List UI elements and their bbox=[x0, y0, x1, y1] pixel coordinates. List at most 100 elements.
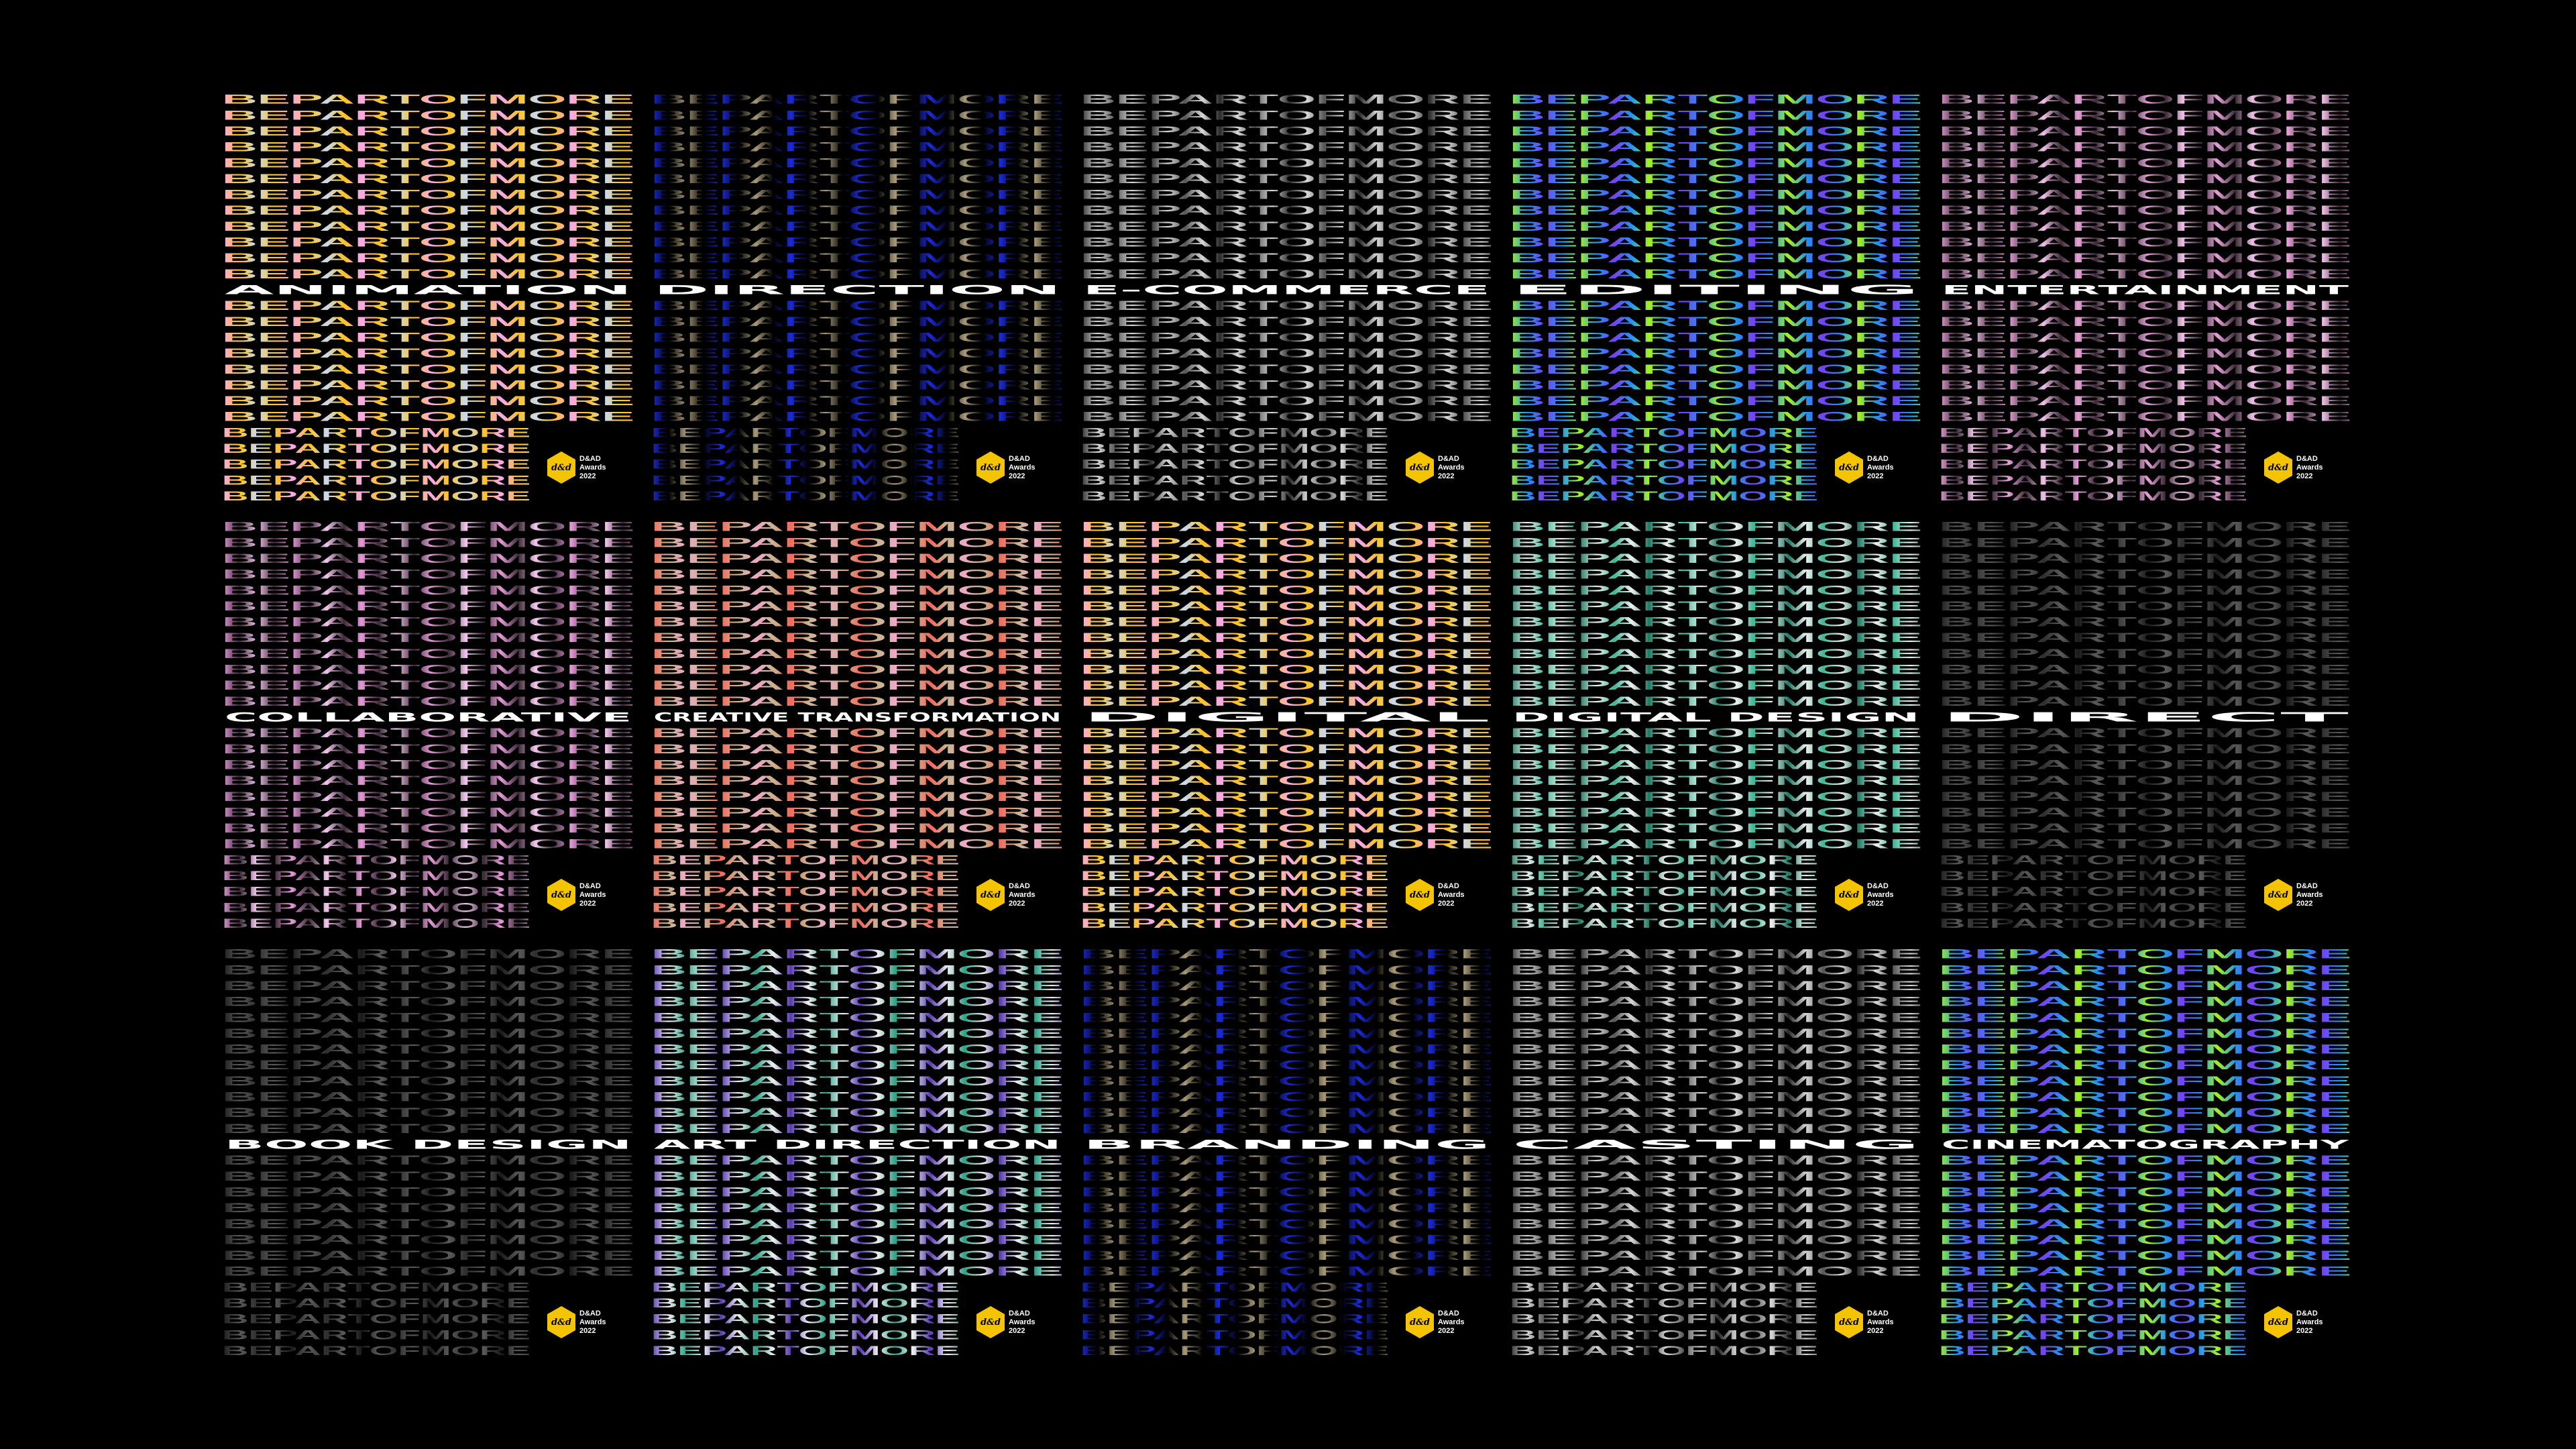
pattern-row: BEPARTOFMORE bbox=[651, 679, 1064, 693]
category-title: ENTERTAINMENT bbox=[1942, 283, 2349, 298]
dandad-logo-icon: d&d bbox=[976, 879, 1005, 911]
pattern-row: BEPARTOFMORE bbox=[651, 616, 1064, 630]
category-title: ART DIRECTION bbox=[654, 1138, 1061, 1152]
pattern-row: BEPARTOFMORE bbox=[222, 822, 634, 836]
pattern-row: BEPARTOFMORE bbox=[1510, 141, 1922, 155]
pattern-row: BEPARTOFMORE bbox=[1080, 1328, 1389, 1342]
badge-text: D&AD Awards 2022 bbox=[2296, 1309, 2323, 1336]
pattern-row: BEPARTOFMORE bbox=[1510, 331, 1922, 345]
badge-line: Awards bbox=[2296, 1318, 2323, 1326]
pattern-row: BEPARTOFMORE bbox=[1939, 1233, 2351, 1247]
pattern-row: BEPARTOFMORE bbox=[1510, 521, 1922, 535]
pattern-row: BEPARTOFMORE bbox=[1510, 616, 1922, 630]
pattern-row: BEPARTOFMORE bbox=[222, 1186, 634, 1200]
badge-line: 2022 bbox=[1867, 472, 1884, 480]
pattern-row: BEPARTOFMORE bbox=[1080, 1233, 1493, 1247]
pattern-row: BEPARTOFMORE bbox=[651, 1313, 960, 1327]
pattern-row: BEPARTOFMORE bbox=[222, 806, 634, 820]
pattern-row: BEPARTOFMORE bbox=[1939, 363, 2351, 377]
pattern-row: BEPARTOFMORE bbox=[1510, 853, 1818, 867]
dandad-logo-icon: d&d bbox=[547, 451, 575, 484]
category-title: DIGITAL bbox=[1083, 710, 1490, 725]
badge-text: D&AD Awards 2022 bbox=[579, 882, 606, 908]
pattern-row: BEPARTOFMORE bbox=[1080, 521, 1493, 535]
pattern-row: BEPARTOFMORE bbox=[1080, 442, 1389, 456]
category-title: DIRECTION bbox=[654, 283, 1061, 298]
badge-line: D&AD bbox=[2296, 1309, 2318, 1318]
pattern-row: BEPARTOFMORE bbox=[1510, 759, 1922, 773]
pattern-row: BEPARTOFMORE bbox=[1939, 806, 2351, 820]
pattern-row: BEPARTOFMORE bbox=[222, 315, 634, 329]
badge-line: D&AD bbox=[1009, 454, 1030, 463]
pattern-row: BEPARTOFMORE bbox=[222, 1328, 530, 1342]
pattern-row: BEPARTOFMORE bbox=[1080, 252, 1493, 266]
pattern-row: BEPARTOFMORE bbox=[651, 790, 1064, 804]
pattern-row: BEPARTOFMORE bbox=[1510, 1170, 1922, 1184]
badge-text: D&AD Awards 2022 bbox=[1867, 455, 1894, 481]
badge-line: 2022 bbox=[579, 899, 596, 908]
pattern-row: BEPARTOFMORE bbox=[1939, 1122, 2351, 1136]
pattern-row: BEPARTOFMORE bbox=[222, 1218, 634, 1232]
pattern-row: BEPARTOFMORE bbox=[222, 948, 634, 962]
pattern-row: BEPARTOFMORE bbox=[1939, 172, 2351, 186]
badge-line: Awards bbox=[1009, 463, 1035, 472]
category-title: CASTING bbox=[1512, 1138, 1919, 1152]
pattern-row: BEPARTOFMORE bbox=[1939, 109, 2351, 123]
pattern-row: BEPARTOFMORE bbox=[1939, 1186, 2351, 1200]
pattern-row: BEPARTOFMORE bbox=[1510, 1027, 1922, 1041]
pattern-row: BEPARTOFMORE bbox=[1080, 979, 1493, 994]
pattern-row: BEPARTOFMORE bbox=[1510, 1233, 1922, 1247]
pattern-row: BEPARTOFMORE bbox=[1080, 378, 1493, 392]
pattern-row: BEPARTOFMORE bbox=[651, 315, 1064, 329]
pattern-row: BEPARTOFMORE bbox=[1510, 1186, 1922, 1200]
pattern-row: BEPARTOFMORE bbox=[222, 963, 634, 977]
pattern-row: BEPARTOFMORE bbox=[1080, 474, 1389, 488]
pattern-row: BEPARTOFMORE bbox=[651, 1170, 1064, 1184]
dandad-logo-icon: d&d bbox=[1835, 879, 1863, 911]
pattern-row: BEPARTOFMORE bbox=[1510, 411, 1922, 425]
pattern-row: BEPARTOFMORE bbox=[651, 727, 1064, 741]
pattern-row: BEPARTOFMORE bbox=[1080, 411, 1493, 425]
pattern-background: BEPARTOFMOREBEPARTOFMOREBEPARTOFMOREBEPA… bbox=[651, 93, 1064, 503]
pattern-row: BEPARTOFMORE bbox=[651, 996, 1064, 1010]
pattern-row: BEPARTOFMORE bbox=[222, 695, 634, 709]
pattern-row: BEPARTOFMORE bbox=[651, 1186, 1064, 1200]
pattern-row: BEPARTOFMORE bbox=[222, 394, 634, 409]
badge-line: D&AD bbox=[579, 454, 601, 463]
pattern-row: BEPARTOFMORE bbox=[1939, 1344, 2247, 1358]
pattern-row: BEPARTOFMORE bbox=[222, 93, 634, 107]
badge-line: Awards bbox=[1867, 463, 1894, 472]
pattern-row: BEPARTOFMORE bbox=[1510, 172, 1922, 186]
pattern-row: BEPARTOFMORE bbox=[1939, 838, 2351, 852]
pattern-row: BEPARTOFMORE bbox=[1939, 1281, 2247, 1295]
pattern-row: BEPARTOFMORE bbox=[1080, 838, 1493, 852]
category-title: BRANDING bbox=[1083, 1138, 1490, 1152]
pattern-row: BEPARTOFMORE bbox=[1080, 743, 1493, 757]
pattern-row: BEPARTOFMORE bbox=[651, 1265, 1064, 1279]
pattern-row: BEPARTOFMORE bbox=[651, 347, 1064, 361]
pattern-row: BEPARTOFMORE bbox=[651, 1281, 960, 1295]
pattern-row: BEPARTOFMORE bbox=[1939, 917, 2247, 930]
pattern-row: BEPARTOFMORE bbox=[1510, 631, 1922, 645]
poster-tile: BEPARTOFMORE BEPARTOFMORE BEPARTOFMORE BEPA… bbox=[1510, 91, 1922, 503]
pattern-row: BEPARTOFMORE bbox=[1080, 806, 1493, 820]
pattern-row: BEPARTOFMORE bbox=[1080, 1297, 1389, 1311]
pattern-row: BEPARTOFMORE bbox=[1939, 1154, 2351, 1168]
badge-line: D&AD bbox=[1867, 454, 1889, 463]
pattern-row: BEPARTOFMORE bbox=[1080, 1281, 1389, 1295]
pattern-row: BEPARTOFMORE bbox=[1939, 315, 2351, 329]
badge-line: 2022 bbox=[2296, 472, 2313, 480]
pattern-background: BEPARTOFMORE BEPARTOFMORE BEPARTOFMORE BEPA… bbox=[1080, 521, 1493, 930]
dandad-logo-icon: d&d bbox=[547, 879, 575, 911]
pattern-row: BEPARTOFMORE bbox=[1510, 1043, 1922, 1057]
pattern-row: BEPARTOFMORE bbox=[1080, 1106, 1493, 1120]
pattern-row: BEPARTOFMORE bbox=[222, 442, 530, 456]
pattern-row: BEPARTOFMORE bbox=[651, 299, 1064, 313]
pattern-row: BEPARTOFMORE bbox=[1510, 93, 1922, 107]
pattern-row: BEPARTOFMORE bbox=[222, 363, 634, 377]
pattern-row: BEPARTOFMORE bbox=[1939, 220, 2351, 234]
pattern-row: BEPARTOFMORE bbox=[222, 236, 634, 250]
poster-tile: BEPARTOFMORE BEPARTOFMORE BEPARTOFMORE BEPA… bbox=[1510, 945, 1922, 1358]
pattern-row: BEPARTOFMORE bbox=[1510, 109, 1922, 123]
dandad-awards-badge: d&d D&AD Awards 2022 bbox=[2260, 1301, 2334, 1343]
